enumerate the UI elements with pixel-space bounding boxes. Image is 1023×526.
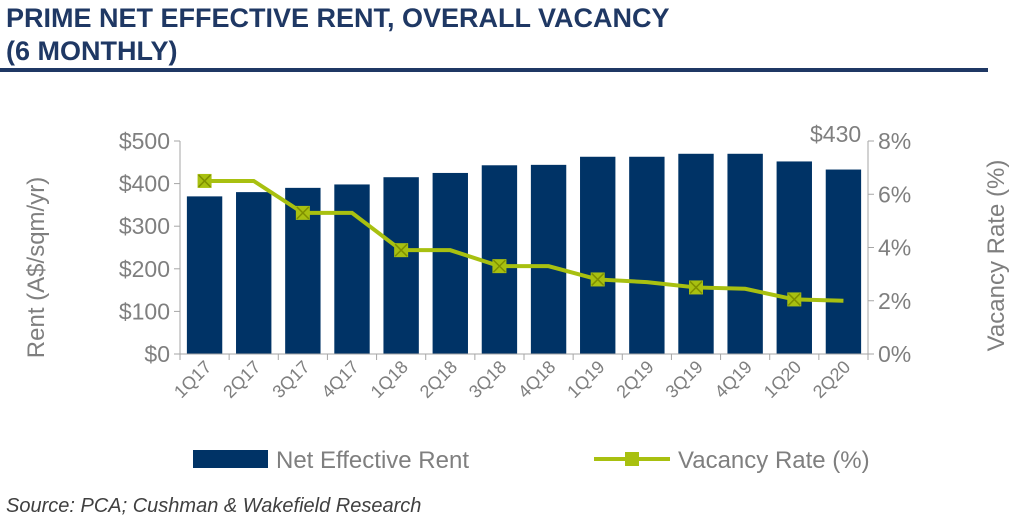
right-tick-label: 6% [878, 181, 911, 207]
bar-2Q18 [432, 172, 468, 354]
legend-label-vacancy-rate: Vacancy Rate (%) [678, 447, 870, 474]
title-line-2: (6 MONTHLY) [6, 36, 178, 66]
x-tick-label: 4Q19 [711, 357, 756, 402]
bar-2Q20 [825, 169, 862, 354]
left-axis-title: Rent (A$/sqm/yr) [23, 177, 50, 358]
bar-3Q19 [678, 153, 714, 354]
left-tick-label: $100 [119, 298, 170, 324]
x-tick-label: 2Q19 [612, 357, 657, 402]
vacancy-rate-marker-cross [394, 243, 408, 257]
x-tick-label: 3Q19 [662, 357, 707, 402]
vacancy-rate-marker-cross [198, 174, 212, 188]
x-tick-label: 2Q17 [219, 357, 264, 402]
bar-2Q17 [236, 192, 272, 354]
x-tick-label: 4Q17 [318, 357, 363, 402]
left-tick-label: $200 [119, 256, 170, 282]
x-tick-label: 3Q18 [465, 357, 510, 402]
right-tick-label: 2% [878, 288, 911, 314]
bar-1Q20 [776, 161, 812, 354]
right-tick-label: 0% [878, 341, 911, 367]
bar-1Q19 [580, 156, 616, 354]
x-tick-label: 2Q20 [809, 357, 854, 402]
bar-4Q19 [727, 153, 763, 354]
x-tick-label: 1Q20 [760, 357, 805, 402]
legend-swatch-net-effective-rent [193, 450, 268, 468]
bar-4Q17 [334, 184, 370, 354]
vacancy-rate-marker-cross [787, 292, 801, 306]
x-tick-label: 1Q18 [367, 357, 412, 402]
left-tick-label: $400 [119, 171, 170, 197]
left-tick-label: $0 [144, 341, 170, 367]
vacancy-rate-marker-cross [689, 280, 703, 294]
bar-2Q19 [629, 156, 665, 354]
annotation-label: $430 [810, 121, 861, 147]
x-tick-label: 1Q17 [170, 357, 215, 402]
left-tick-label: $500 [119, 128, 170, 154]
bar-1Q18 [383, 177, 419, 354]
title-underline [0, 68, 988, 72]
vacancy-rate-marker-cross [296, 206, 310, 220]
source-note: Source: PCA; Cushman & Wakefield Researc… [6, 495, 422, 517]
x-tick-label: 2Q18 [416, 357, 461, 402]
title-line-1: PRIME NET EFFECTIVE RENT, OVERALL VACANC… [6, 3, 670, 33]
chart-title: PRIME NET EFFECTIVE RENT, OVERALL VACANC… [6, 2, 670, 68]
right-tick-label: 4% [878, 235, 911, 261]
x-tick-label: 4Q18 [514, 357, 559, 402]
x-tick-label: 1Q19 [563, 357, 608, 402]
legend-label-net-effective-rent: Net Effective Rent [276, 447, 469, 474]
vacancy-rate-marker-cross [492, 259, 506, 273]
legend-marker-vacancy-rate [625, 452, 639, 466]
right-axis-title: Vacancy Rate (%) [983, 160, 1010, 352]
vacancy-rate-line [204, 178, 844, 303]
left-tick-label: $300 [119, 213, 170, 239]
right-tick-label: 8% [878, 128, 911, 154]
bar-4Q18 [530, 164, 567, 354]
bar-1Q17 [186, 196, 223, 354]
x-tick-label: 3Q17 [268, 357, 313, 402]
vacancy-rate-marker-cross [591, 272, 605, 286]
